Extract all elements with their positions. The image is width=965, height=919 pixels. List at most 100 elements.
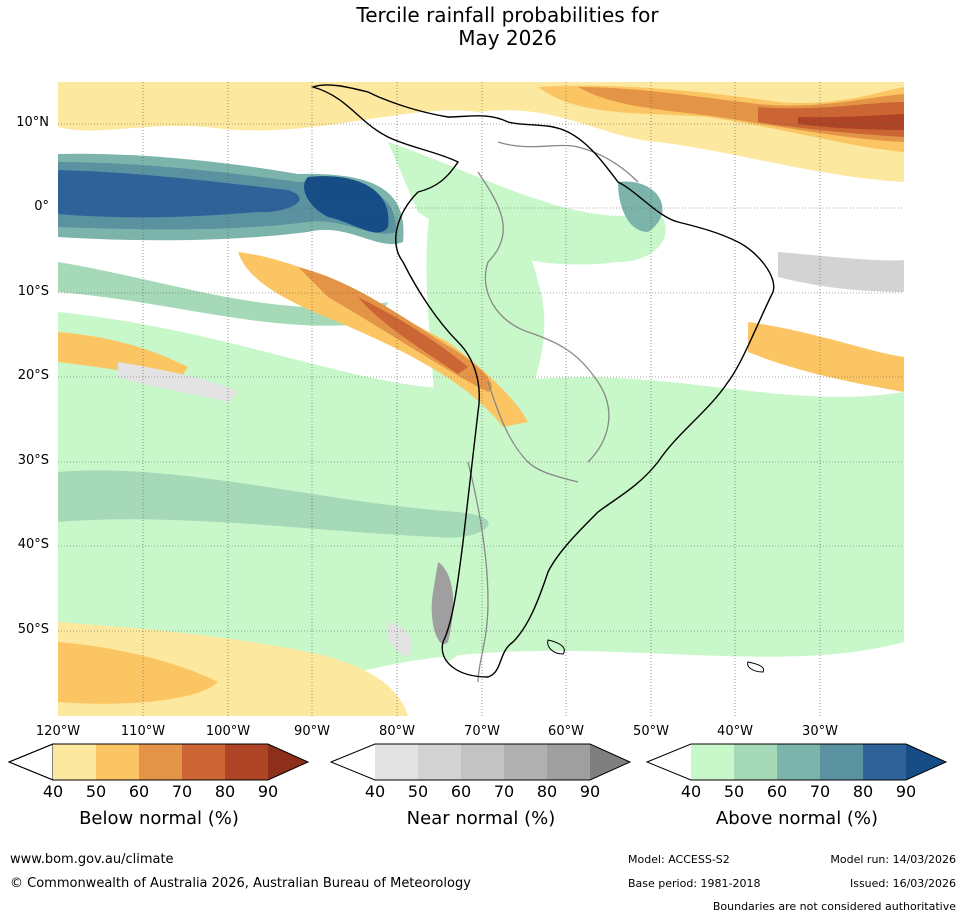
below-normal-50-south bbox=[58, 642, 218, 704]
country-borders bbox=[467, 141, 639, 683]
colorbar-swatch bbox=[139, 744, 182, 780]
legend3-tick-80: 80 bbox=[852, 782, 874, 801]
near-normal-patch-chile bbox=[431, 562, 454, 644]
lon-label-40w: 40°W bbox=[717, 724, 753, 739]
lat-label-30s: 30°S bbox=[17, 453, 49, 468]
footer-model-run: Model run: 14/03/2026 bbox=[830, 853, 956, 866]
lon-label-70w: 70°W bbox=[464, 724, 500, 739]
legend2-tick-50: 50 bbox=[407, 782, 429, 801]
colorbar-swatch bbox=[418, 744, 461, 780]
legend1-tick-90: 90 bbox=[257, 782, 279, 801]
lon-label-120w: 120°W bbox=[35, 724, 81, 739]
south-america-coastline bbox=[310, 84, 775, 678]
chart-title: Tercile rainfall probabilities for May 2… bbox=[0, 4, 965, 50]
legend-below-normal bbox=[8, 742, 310, 782]
footer-url[interactable]: www.bom.gov.au/climate bbox=[10, 852, 174, 867]
colorbar-swatch bbox=[820, 744, 863, 780]
above-normal-50-band-north bbox=[58, 262, 388, 326]
colorbar-swatch bbox=[647, 744, 691, 780]
lon-label-50w: 50°W bbox=[633, 724, 669, 739]
colorbar-swatch bbox=[863, 744, 906, 780]
probability-bands bbox=[58, 82, 904, 716]
border-chile-argentina bbox=[467, 461, 489, 683]
lat-label-10n: 10°N bbox=[16, 115, 49, 130]
legend1-title: Below normal (%) bbox=[79, 808, 239, 829]
legend2-tick-90: 90 bbox=[579, 782, 601, 801]
colorbar-swatch bbox=[8, 743, 54, 781]
south-georgia bbox=[747, 661, 765, 673]
colorbar-swatch bbox=[691, 744, 734, 780]
legend3-title: Above normal (%) bbox=[715, 808, 879, 829]
legend1-tick-50: 50 bbox=[85, 782, 107, 801]
legend3-tick-60: 60 bbox=[766, 782, 788, 801]
legend-above-normal bbox=[646, 742, 948, 782]
colorbar-outline bbox=[646, 743, 948, 781]
above-normal-50-band-south bbox=[58, 470, 489, 538]
colorbar-swatch bbox=[182, 744, 225, 780]
footer-issued: Issued: 16/03/2026 bbox=[849, 877, 956, 890]
lon-label-110w: 110°W bbox=[120, 724, 166, 739]
colorbar-near-normal bbox=[330, 743, 632, 781]
near-normal-patch-south-pacific bbox=[386, 622, 412, 657]
footer-base-period: Base period: 1981-2018 bbox=[628, 877, 761, 890]
lon-label-100w: 100°W bbox=[205, 724, 251, 739]
colorbar-swatch bbox=[375, 744, 418, 780]
border-venezuela-brazil bbox=[497, 141, 639, 183]
colorbar-swatch bbox=[331, 744, 375, 780]
colorbar-swatch bbox=[225, 744, 268, 780]
below-normal-50-diagonal bbox=[238, 252, 528, 427]
legend-near-normal bbox=[330, 742, 632, 782]
footer-disclaimer: Boundaries are not considered authoritat… bbox=[712, 900, 956, 913]
below-normal-70-diagonal bbox=[358, 297, 468, 374]
colorbar-swatch bbox=[906, 744, 946, 780]
title-line-1: Tercile rainfall probabilities for bbox=[356, 3, 659, 27]
near-normal-patch-west bbox=[118, 362, 238, 402]
colorbar-swatch bbox=[504, 744, 547, 780]
graticule bbox=[58, 82, 904, 716]
legend1-tick-70: 70 bbox=[171, 782, 193, 801]
legend3-tick-90: 90 bbox=[895, 782, 917, 801]
above-normal-80-equatorial-west bbox=[58, 170, 300, 218]
below-normal-50-atlantic bbox=[748, 322, 904, 392]
legend1-tick-80: 80 bbox=[214, 782, 236, 801]
colorbar-swatch bbox=[734, 744, 777, 780]
legend3-tick-70: 70 bbox=[809, 782, 831, 801]
colorbar-swatch bbox=[590, 744, 630, 780]
legend2-tick-80: 80 bbox=[536, 782, 558, 801]
lat-label-equator: 0° bbox=[34, 199, 49, 214]
colorbar-swatch bbox=[96, 744, 139, 780]
colorbar-swatch bbox=[53, 744, 96, 780]
amazon-north-above-normal-region bbox=[388, 142, 666, 265]
rainfall-map: 10°N 0° 10°S 20°S 30°S 40°S 50°S bbox=[16, 82, 904, 716]
below-normal-80-north bbox=[798, 114, 904, 130]
andes-above-normal-region bbox=[417, 172, 545, 662]
lat-label-50s: 50°S bbox=[17, 622, 49, 637]
lon-label-80w: 80°W bbox=[379, 724, 415, 739]
above-normal-90-equatorial-east bbox=[304, 176, 389, 233]
border-brazil-west bbox=[477, 171, 610, 463]
colorbar-above-normal bbox=[646, 743, 948, 781]
falkland-islands bbox=[547, 639, 565, 655]
colorbar-swatch bbox=[461, 744, 504, 780]
legend2-tick-60: 60 bbox=[450, 782, 472, 801]
colorbar-swatch bbox=[547, 744, 590, 780]
colorbar-below-normal bbox=[8, 743, 310, 781]
map-canvas bbox=[58, 82, 904, 716]
colorbar-swatch bbox=[268, 744, 308, 780]
legend3-tick-50: 50 bbox=[723, 782, 745, 801]
lon-label-90w: 90°W bbox=[294, 724, 330, 739]
legend2-tick-40: 40 bbox=[364, 782, 386, 801]
legend2-title: Near normal (%) bbox=[406, 808, 556, 829]
lat-label-40s: 40°S bbox=[17, 537, 49, 552]
legend3-tick-40: 40 bbox=[680, 782, 702, 801]
legend2-tick-70: 70 bbox=[493, 782, 515, 801]
colorbar-swatch bbox=[777, 744, 820, 780]
title-line-2: May 2026 bbox=[458, 26, 557, 50]
footer-copyright: © Commonwealth of Australia 2026, Austra… bbox=[10, 876, 471, 891]
colorbar-outline bbox=[8, 743, 310, 781]
lon-label-30w: 30°W bbox=[802, 724, 838, 739]
footer-model: Model: ACCESS-S2 bbox=[628, 853, 730, 866]
colorbar-outline bbox=[330, 743, 632, 781]
above-normal-60-patch-guianas bbox=[618, 181, 663, 232]
lat-label-10s: 10°S bbox=[17, 284, 49, 299]
